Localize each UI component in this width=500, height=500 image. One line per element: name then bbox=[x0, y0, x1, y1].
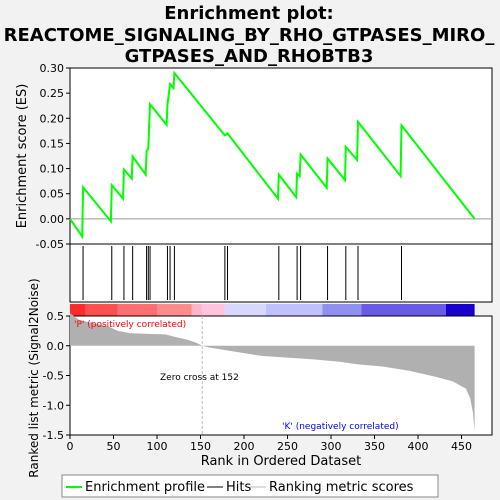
hits-panel bbox=[69, 243, 493, 303]
legend-hits-label: Hits bbox=[226, 480, 251, 495]
heat-segment bbox=[202, 304, 225, 316]
metric-y-axis: -1.5 -1.0 -0.5 0.0 0.5 bbox=[43, 310, 70, 442]
heat-segment bbox=[117, 304, 158, 316]
es-ytick-label: 0.05 bbox=[40, 188, 65, 201]
legend-metric-label: Ranking metric scores bbox=[269, 480, 414, 495]
es-ytick-label: 0.25 bbox=[40, 87, 65, 100]
xtick-label: 450 bbox=[451, 440, 472, 453]
heat-segment bbox=[361, 304, 446, 316]
es-ytick-label: 0.00 bbox=[40, 213, 65, 226]
chart-title-line-1: Enrichment plot: bbox=[164, 3, 334, 24]
es-ytick-label: 0.20 bbox=[40, 112, 65, 125]
xtick-label: 250 bbox=[277, 440, 298, 453]
legend-box bbox=[61, 474, 439, 498]
heat-segment bbox=[224, 304, 266, 316]
es-ytick-label: 0.10 bbox=[40, 163, 65, 176]
metric-ytick-label: 0.0 bbox=[47, 340, 65, 353]
es-ytick-label: -0.05 bbox=[36, 238, 64, 251]
es-y-axis: -0.05 0.00 0.05 0.10 0.15 0.20 0.25 0.30 bbox=[36, 62, 70, 251]
ranking-metric-area bbox=[70, 313, 475, 432]
x-axis-label: Rank in Ordered Dataset bbox=[201, 454, 362, 469]
positive-correlation-label: 'P' (positively correlated) bbox=[74, 320, 186, 330]
xtick-label: 350 bbox=[364, 440, 385, 453]
xtick-label: 100 bbox=[147, 440, 168, 453]
xtick-label: 0 bbox=[67, 440, 74, 453]
metric-y-axis-label: Ranked list metric (Signal2Noise) bbox=[27, 278, 41, 477]
heat-segment bbox=[191, 304, 203, 316]
heat-segment bbox=[322, 304, 362, 316]
xtick-label: 50 bbox=[107, 440, 121, 453]
es-ytick-label: 0.15 bbox=[40, 137, 65, 150]
metric-ytick-label: -1.5 bbox=[43, 429, 64, 442]
hits-marks bbox=[82, 246, 403, 300]
metric-ytick-label: -1.0 bbox=[43, 399, 64, 412]
chart-title-line-2: REACTOME_SIGNALING_BY_RHO_GTPASES_MIRO_ bbox=[4, 25, 495, 46]
legend-es-label: Enrichment profile bbox=[85, 480, 205, 495]
xtick-label: 300 bbox=[321, 440, 342, 453]
negative-correlation-label: 'K' (negatively correlated) bbox=[282, 422, 399, 432]
es-ytick-label: 0.30 bbox=[40, 62, 65, 75]
heat-segment bbox=[157, 304, 192, 316]
xtick-label: 150 bbox=[190, 440, 211, 453]
es-panel bbox=[69, 67, 493, 245]
heat-segment bbox=[265, 304, 323, 316]
heat-segment bbox=[445, 304, 475, 316]
zero-cross-label: Zero cross at 152 bbox=[160, 373, 239, 383]
metric-ytick-label: -0.5 bbox=[43, 370, 64, 383]
x-axis: 0 50 100 150 200 250 300 350 400 450 bbox=[67, 435, 472, 453]
chart-title-line-3: GTPASES_AND_RHOBTB3 bbox=[125, 46, 374, 67]
ranking-heat-bar bbox=[70, 304, 475, 316]
xtick-label: 200 bbox=[234, 440, 255, 453]
xtick-label: 400 bbox=[408, 440, 429, 453]
heat-segment bbox=[70, 304, 86, 316]
enrichment-profile-line bbox=[69, 70, 476, 240]
heat-segment bbox=[85, 304, 118, 316]
es-y-axis-label: Enrichment score (ES) bbox=[15, 84, 30, 229]
metric-ytick-label: 0.5 bbox=[47, 310, 65, 323]
